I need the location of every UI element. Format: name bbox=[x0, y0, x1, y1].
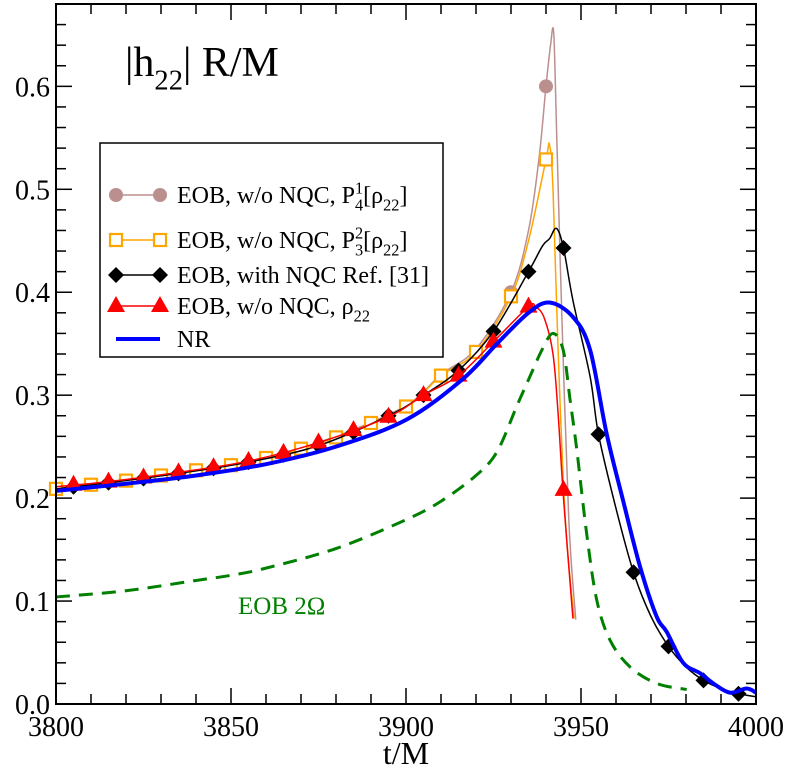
legend-label: EOB, w/o NQC, P2 3[ρ22] bbox=[177, 223, 407, 259]
data-point-square bbox=[538, 152, 554, 167]
text-part: EOB, with NQC Ref. [31] bbox=[177, 263, 429, 289]
text-part: EOB, w/o NQC, P bbox=[177, 228, 355, 254]
series-line bbox=[55, 331, 688, 692]
data-point-triangle bbox=[274, 442, 293, 459]
legend-entry-0: EOB, w/o NQC, P1 4[ρ22] bbox=[109, 178, 407, 215]
text-part: |h bbox=[125, 40, 154, 86]
y-tick-label: 0.1 bbox=[15, 587, 50, 618]
data-point-triangle bbox=[379, 406, 398, 423]
legend-entry-3: EOB, w/o NQC, ρ22 bbox=[107, 294, 370, 326]
text-part: 4 bbox=[355, 196, 363, 215]
chart-title: |h22| R/M bbox=[125, 40, 279, 96]
data-point-diamond bbox=[590, 426, 607, 443]
y-tick-label: 0.3 bbox=[15, 381, 50, 412]
data-point-diamond bbox=[520, 263, 537, 280]
legend: EOB, w/o NQC, P1 4[ρ22]EOB, w/o NQC, P2 3[… bbox=[99, 142, 444, 358]
axis-ticks bbox=[55, 3, 757, 705]
y-tick-label: 0.6 bbox=[15, 72, 50, 103]
data-point-diamond bbox=[695, 672, 712, 689]
x-tick-label: 3850 bbox=[203, 712, 259, 743]
data-point-triangle bbox=[344, 420, 363, 437]
text-part: 3 bbox=[355, 241, 363, 260]
x-tick-label: 3950 bbox=[553, 712, 609, 743]
legend-marker bbox=[152, 232, 168, 248]
legend-entry-2: EOB, with NQC Ref. [31] bbox=[108, 263, 429, 289]
data-point-diamond bbox=[485, 323, 502, 340]
text-part: EOB, w/o NQC, P bbox=[177, 183, 355, 209]
data-point-circle bbox=[539, 79, 553, 94]
legend-entry-1: EOB, w/o NQC, P2 3[ρ22] bbox=[108, 223, 407, 260]
x-tick-label: 3900 bbox=[378, 712, 434, 743]
y-tick-label: 0.0 bbox=[15, 690, 50, 721]
data-point-diamond bbox=[625, 564, 642, 581]
data-point-triangle bbox=[239, 451, 258, 468]
text-part: 22 bbox=[383, 196, 399, 215]
text-part: [ρ bbox=[363, 228, 383, 254]
text-part: 22 bbox=[354, 307, 370, 326]
x-axis-label: t/M bbox=[383, 735, 429, 770]
x-tick-label: 4000 bbox=[728, 712, 784, 743]
series-line bbox=[55, 300, 757, 695]
plot-frame bbox=[55, 3, 757, 705]
data-point-triangle bbox=[169, 462, 188, 479]
series-layer bbox=[48, 26, 757, 702]
legend-marker bbox=[152, 267, 168, 283]
legend-marker bbox=[153, 188, 167, 202]
data-point-square bbox=[433, 368, 449, 383]
data-point-triangle bbox=[554, 479, 573, 496]
legend-marker bbox=[109, 188, 123, 202]
data-point-triangle bbox=[204, 457, 223, 474]
text-part: 22 bbox=[383, 241, 399, 260]
annotation-eob-2omega: EOB 2Ω bbox=[238, 593, 325, 620]
text-part: ] bbox=[399, 183, 407, 209]
legend-entry-4: NR bbox=[116, 327, 210, 353]
legend-marker bbox=[108, 267, 124, 283]
series-3 bbox=[55, 296, 574, 619]
legend-label: EOB, w/o NQC, ρ22 bbox=[177, 294, 370, 326]
legend-label: EOB, w/o NQC, P1 4[ρ22] bbox=[177, 178, 407, 214]
text-part: | R/M bbox=[183, 40, 279, 86]
text-part: ] bbox=[399, 228, 407, 254]
text-part: EOB, w/o NQC, ρ bbox=[177, 294, 354, 320]
text-part: [ρ bbox=[363, 183, 383, 209]
data-point-triangle bbox=[309, 432, 328, 449]
y-tick-label: 0.2 bbox=[15, 484, 50, 515]
legend-box bbox=[99, 142, 444, 358]
data-point-triangle bbox=[414, 385, 433, 402]
series-4 bbox=[55, 300, 757, 695]
text-part: 22 bbox=[154, 65, 183, 96]
data-point-diamond bbox=[555, 239, 572, 256]
text-part: 1 bbox=[355, 178, 363, 197]
y-tick-label: 0.4 bbox=[15, 278, 50, 309]
y-tick-label: 0.5 bbox=[15, 175, 50, 206]
legend-label: EOB, with NQC Ref. [31] bbox=[177, 263, 429, 289]
legend-marker bbox=[107, 296, 125, 312]
x-tick-label: 3800 bbox=[28, 712, 84, 743]
tick-labels: 3800 3850 3900 3950 4000 0.0 0.1 0.2 0.3 0.4 0.5 0.… bbox=[15, 72, 784, 743]
legend-marker bbox=[151, 296, 169, 312]
series-5 bbox=[55, 331, 688, 692]
text-part: NR bbox=[177, 327, 210, 353]
text-part: 2 bbox=[355, 223, 363, 242]
legend-label: NR bbox=[177, 327, 210, 353]
legend-marker bbox=[108, 232, 124, 248]
